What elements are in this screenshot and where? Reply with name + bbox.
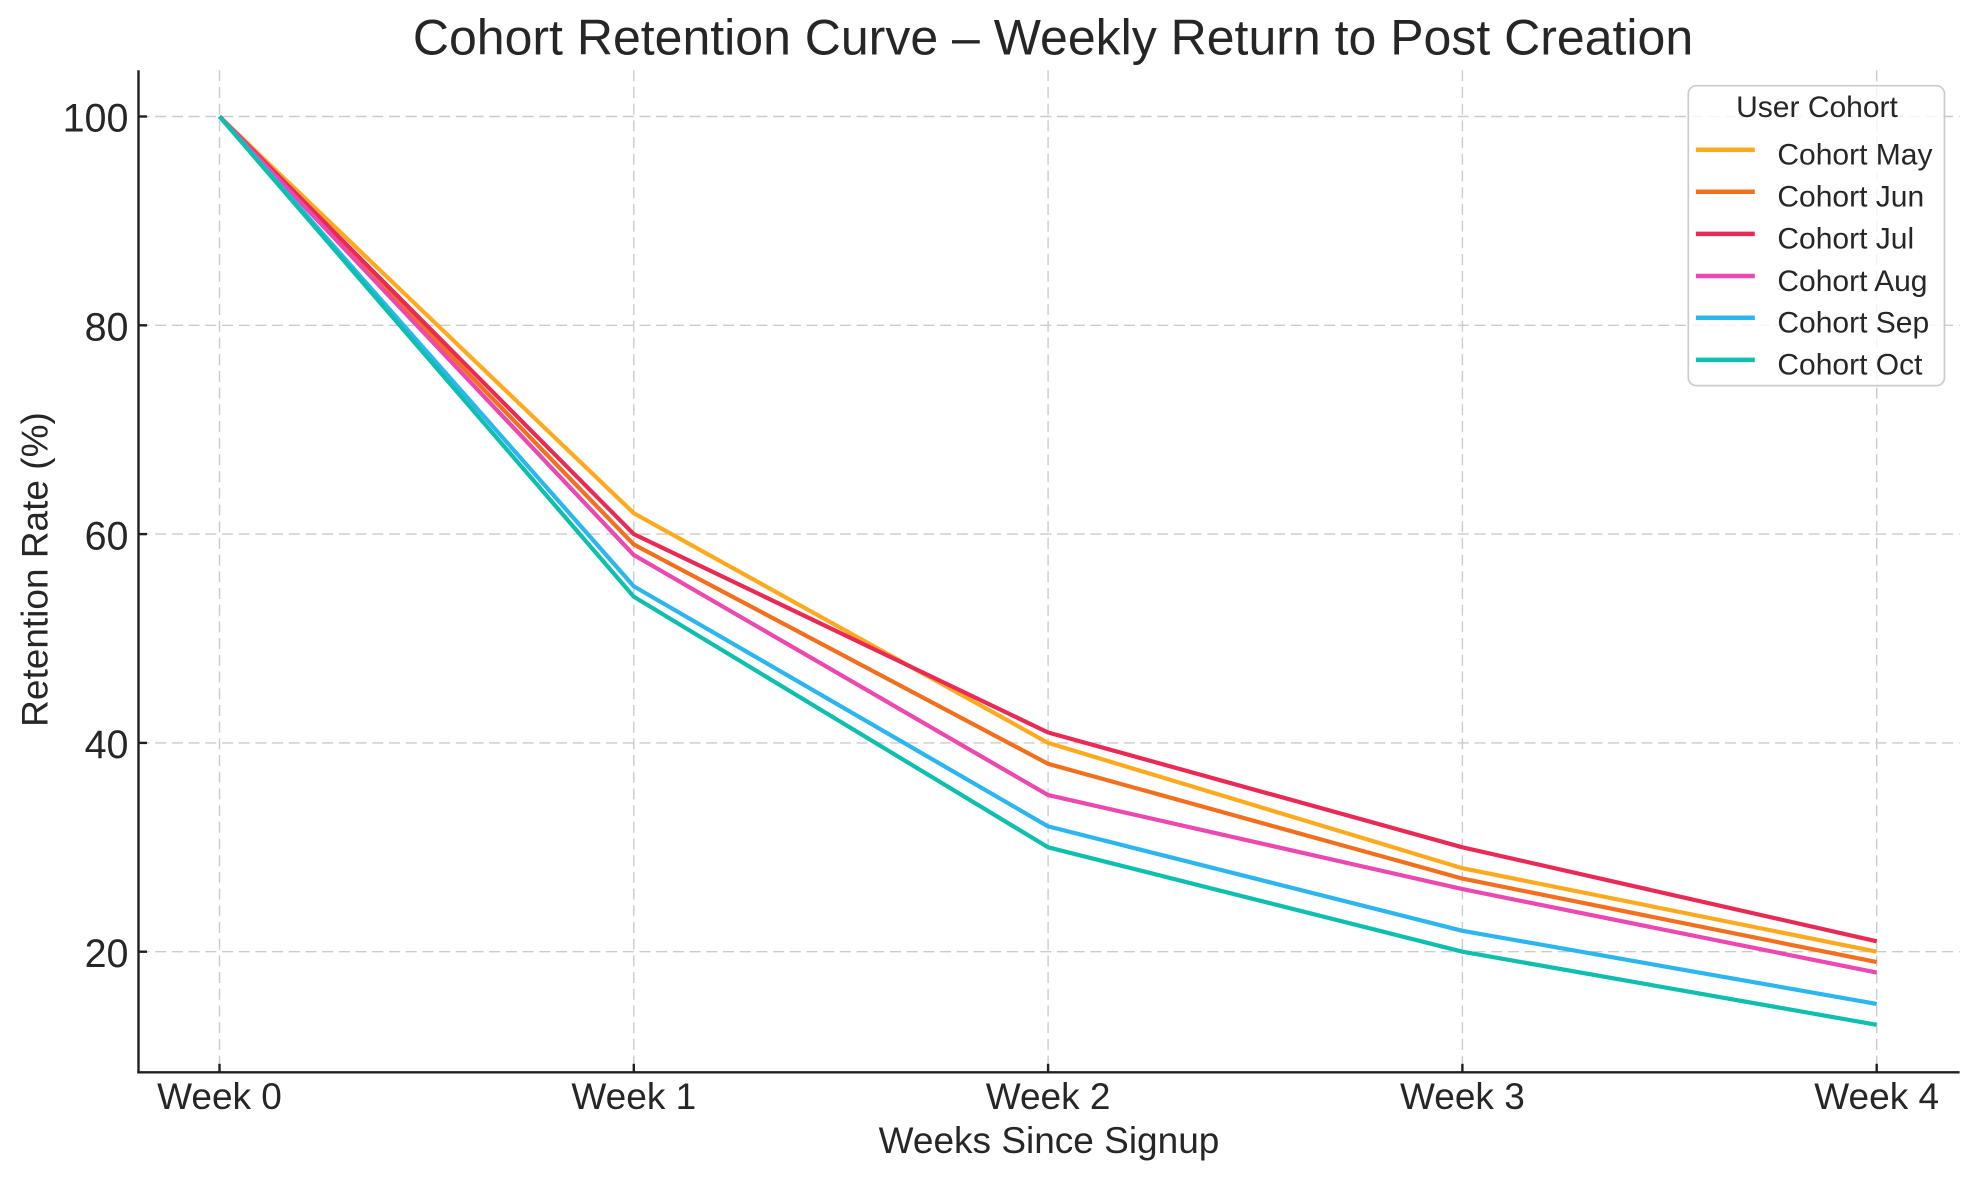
- svg-text:Week 2: Week 2: [986, 1076, 1111, 1117]
- svg-text:User Cohort: User Cohort: [1736, 91, 1898, 124]
- svg-text:Cohort Oct: Cohort Oct: [1777, 349, 1923, 382]
- svg-text:Retention Rate (%): Retention Rate (%): [15, 412, 56, 727]
- svg-text:Cohort May: Cohort May: [1777, 139, 1932, 172]
- svg-text:Cohort Aug: Cohort Aug: [1777, 265, 1927, 298]
- svg-text:Week 1: Week 1: [571, 1076, 696, 1117]
- svg-text:20: 20: [85, 932, 129, 976]
- svg-text:40: 40: [85, 723, 129, 767]
- svg-text:60: 60: [85, 514, 129, 558]
- svg-text:Weeks Since Signup: Weeks Since Signup: [879, 1120, 1220, 1161]
- svg-text:Week 3: Week 3: [1400, 1076, 1525, 1117]
- svg-text:Cohort Retention Curve – Weekl: Cohort Retention Curve – Weekly Return t…: [413, 10, 1693, 66]
- svg-text:Cohort Sep: Cohort Sep: [1777, 307, 1929, 340]
- svg-text:80: 80: [85, 306, 129, 350]
- svg-text:Week 4: Week 4: [1814, 1076, 1939, 1117]
- svg-text:Cohort Jun: Cohort Jun: [1777, 181, 1924, 214]
- svg-text:100: 100: [63, 97, 129, 141]
- svg-text:Cohort Jul: Cohort Jul: [1777, 223, 1914, 256]
- svg-text:Week 0: Week 0: [157, 1076, 282, 1117]
